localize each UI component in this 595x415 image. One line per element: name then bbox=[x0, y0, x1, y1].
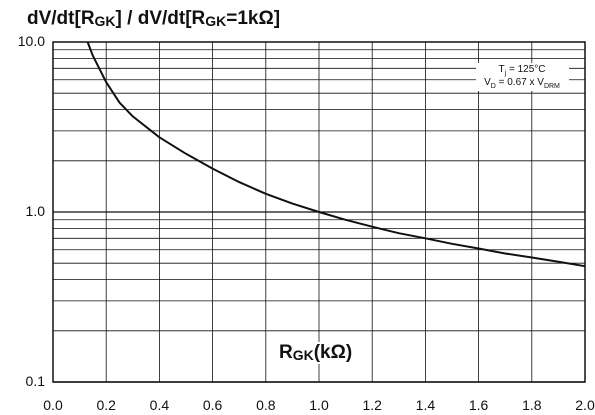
y-tick-label: 10.0 bbox=[17, 33, 45, 49]
x-tick-label: 0.6 bbox=[202, 397, 223, 413]
series-line bbox=[86, 41, 586, 268]
x-tick-label: 0.4 bbox=[149, 397, 170, 413]
x-tick-label: 0.0 bbox=[43, 397, 63, 413]
x-tick-label: 1.0 bbox=[309, 397, 329, 413]
annotation-tj: Tj = 125°C bbox=[498, 64, 546, 77]
x-tick-label: 1.2 bbox=[362, 397, 382, 413]
annotation-background bbox=[476, 63, 569, 91]
plot-frame bbox=[52, 41, 586, 383]
x-tick-label: 1.4 bbox=[415, 397, 436, 413]
annotation-vd: VD = 0.67 x VDRM bbox=[484, 77, 560, 90]
x-tick-label: 0.8 bbox=[256, 397, 276, 413]
y-tick-label: 0.1 bbox=[25, 373, 45, 389]
x-tick-label: 1.6 bbox=[468, 397, 489, 413]
chart-title: dV/dt[RGK] / dV/dt[RGK=1kΩ] bbox=[27, 8, 281, 29]
y-tick-label: 1.0 bbox=[25, 203, 45, 219]
x-tick-label: 1.8 bbox=[522, 397, 542, 413]
x-tick-label: 0.2 bbox=[96, 397, 116, 413]
x-tick-label: 2.0 bbox=[575, 397, 595, 413]
x-axis-label: RGK(kΩ) bbox=[276, 342, 356, 364]
